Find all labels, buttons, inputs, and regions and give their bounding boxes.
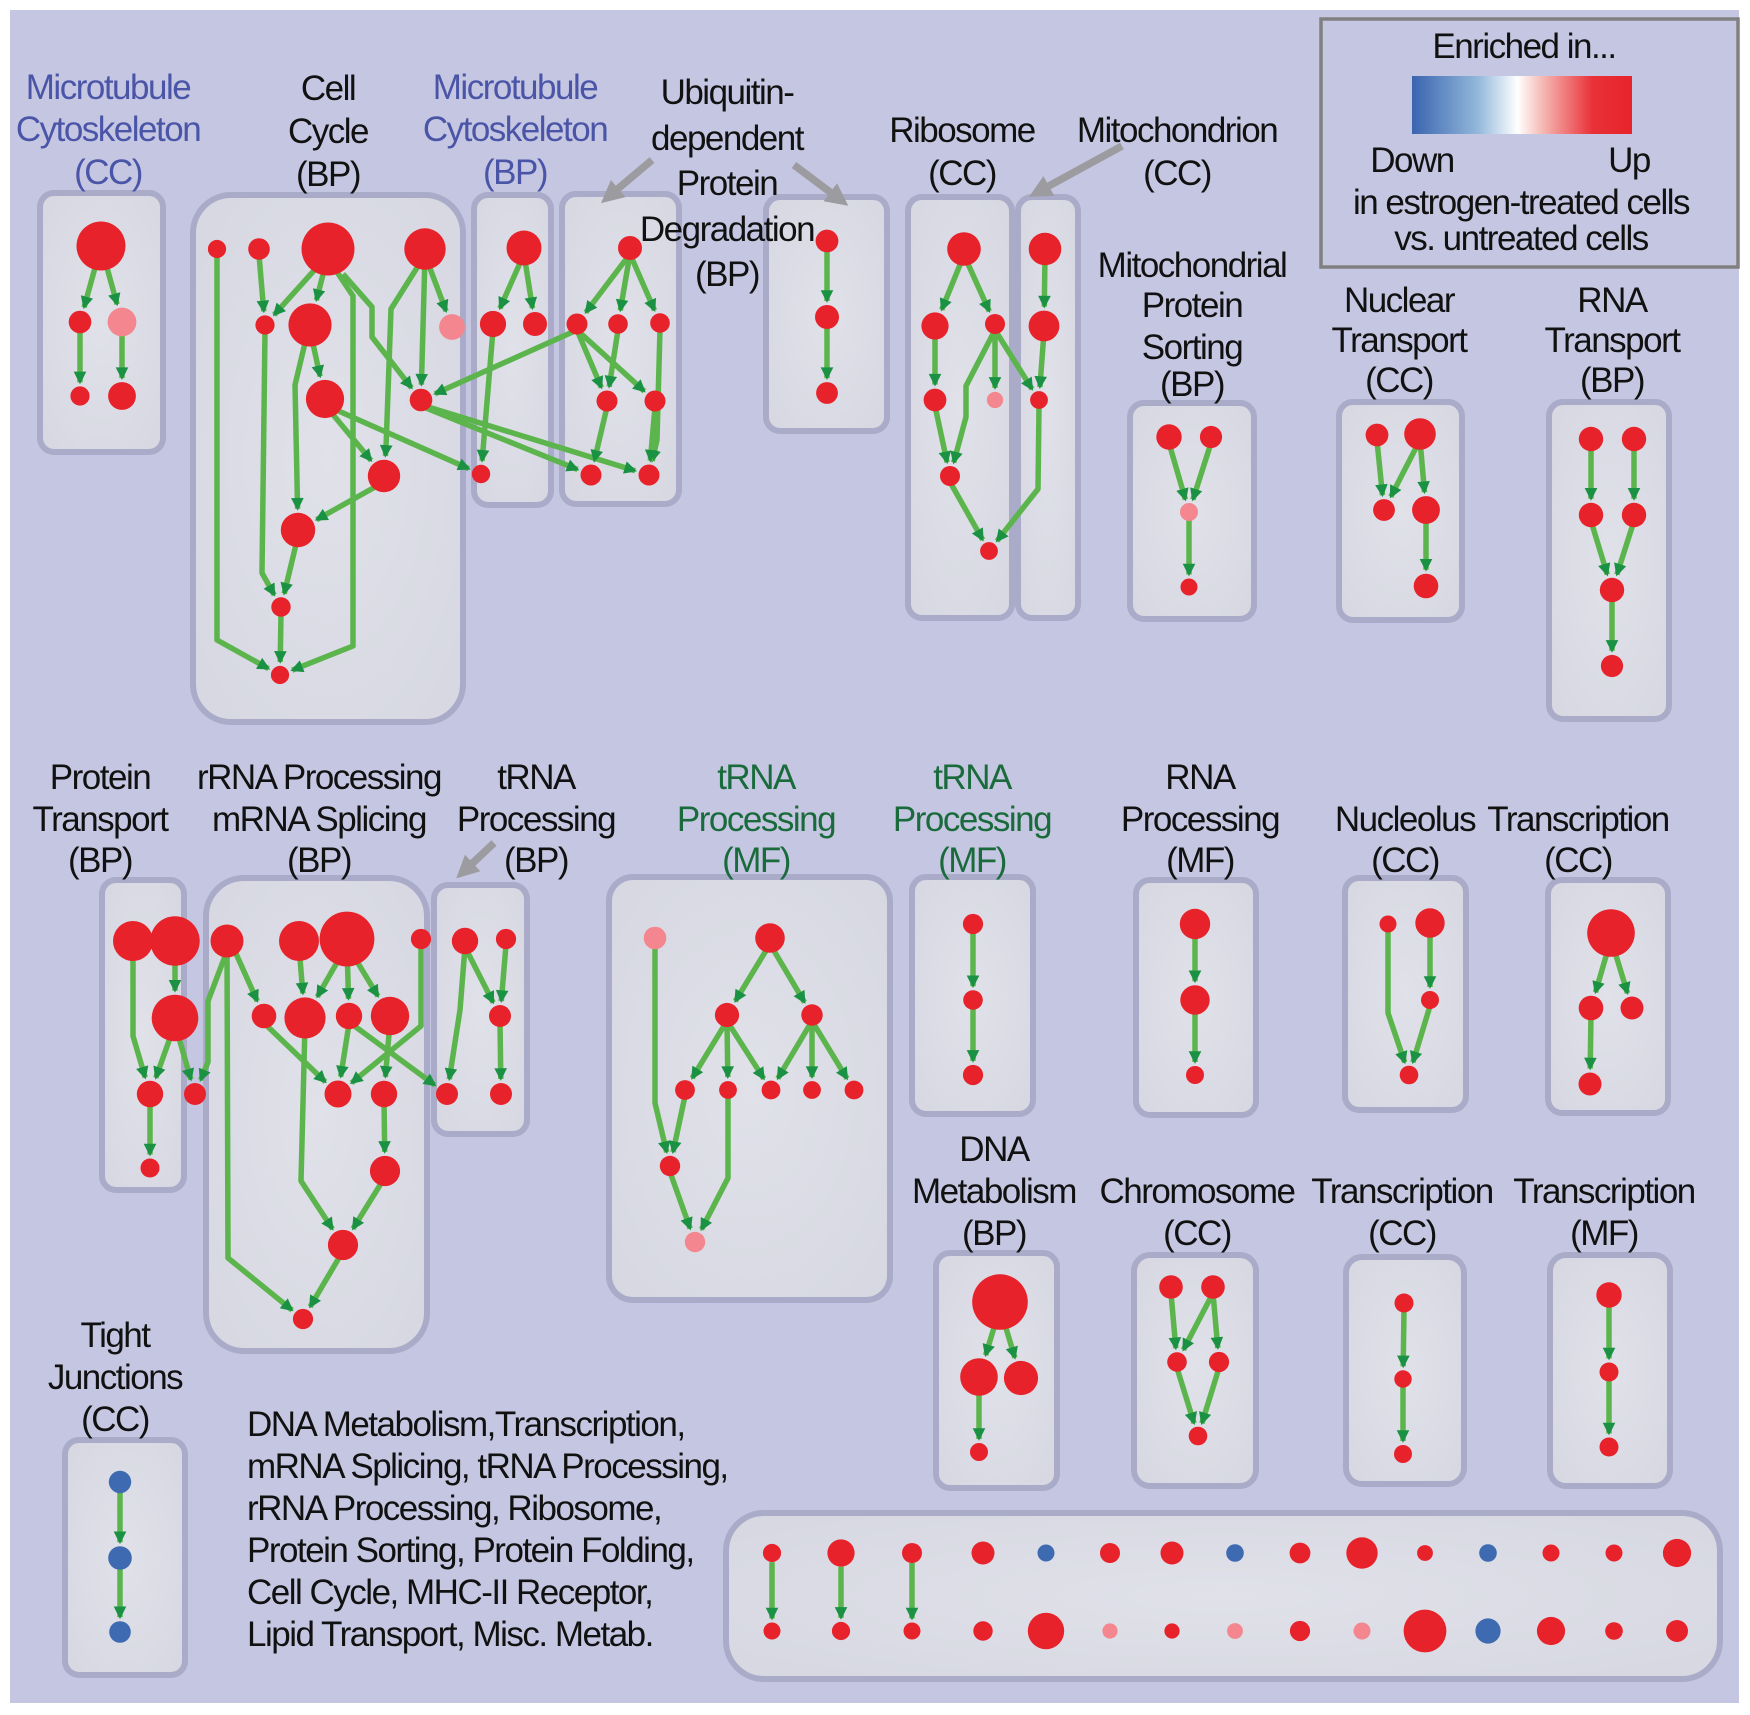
svg-text:rRNA Processing: rRNA Processing bbox=[197, 758, 441, 797]
svg-text:Mitochondrial: Mitochondrial bbox=[1098, 246, 1287, 285]
svg-text:(MF): (MF) bbox=[722, 841, 790, 880]
svg-text:Microtubule: Microtubule bbox=[433, 68, 597, 107]
svg-text:(BP): (BP) bbox=[504, 841, 568, 880]
svg-text:Processing: Processing bbox=[1121, 800, 1279, 839]
svg-text:vs. untreated cells: vs. untreated cells bbox=[1394, 219, 1649, 258]
svg-text:Protein Sorting, Protein Foldi: Protein Sorting, Protein Folding, bbox=[247, 1531, 694, 1570]
svg-text:Processing: Processing bbox=[677, 800, 835, 839]
svg-text:Processing: Processing bbox=[893, 800, 1051, 839]
svg-text:(CC): (CC) bbox=[1371, 841, 1439, 880]
svg-text:Down: Down bbox=[1370, 141, 1454, 180]
svg-text:Cell Cycle, MHC-II Receptor,: Cell Cycle, MHC-II Receptor, bbox=[247, 1573, 652, 1612]
svg-text:(CC): (CC) bbox=[1365, 361, 1433, 400]
svg-text:Protein: Protein bbox=[50, 758, 150, 797]
svg-text:RNA: RNA bbox=[1577, 281, 1649, 320]
svg-text:DNA Metabolism,Transcription,: DNA Metabolism,Transcription, bbox=[247, 1405, 685, 1444]
svg-text:Enriched in...: Enriched in... bbox=[1432, 27, 1615, 66]
svg-text:Tight: Tight bbox=[80, 1316, 151, 1355]
svg-text:Transport: Transport bbox=[33, 800, 170, 839]
svg-text:(BP): (BP) bbox=[483, 153, 547, 192]
svg-text:tRNA: tRNA bbox=[497, 758, 577, 797]
svg-text:tRNA: tRNA bbox=[933, 758, 1013, 797]
svg-text:(CC): (CC) bbox=[1368, 1214, 1436, 1253]
svg-text:(BP): (BP) bbox=[296, 155, 360, 194]
svg-text:Sorting: Sorting bbox=[1142, 328, 1242, 367]
svg-text:in estrogen-treated cells: in estrogen-treated cells bbox=[1353, 183, 1690, 222]
svg-text:(BP): (BP) bbox=[695, 255, 759, 294]
svg-text:(CC): (CC) bbox=[81, 1400, 149, 1439]
svg-text:Ubiquitin-: Ubiquitin- bbox=[661, 73, 795, 112]
svg-text:(MF): (MF) bbox=[938, 841, 1006, 880]
svg-text:(MF): (MF) bbox=[1570, 1214, 1638, 1253]
svg-text:(BP): (BP) bbox=[68, 841, 132, 880]
svg-text:Degradation: Degradation bbox=[640, 210, 814, 249]
svg-text:Junctions: Junctions bbox=[48, 1358, 183, 1397]
svg-text:Nuclear: Nuclear bbox=[1344, 281, 1456, 320]
svg-text:(BP): (BP) bbox=[287, 841, 351, 880]
svg-text:Cycle: Cycle bbox=[288, 112, 368, 151]
svg-text:Transcription: Transcription bbox=[1311, 1172, 1493, 1211]
svg-text:rRNA Processing, Ribosome,: rRNA Processing, Ribosome, bbox=[247, 1489, 661, 1528]
svg-text:Protein: Protein bbox=[1142, 286, 1242, 325]
svg-text:(BP): (BP) bbox=[1160, 365, 1224, 404]
svg-text:Transport: Transport bbox=[1332, 321, 1469, 360]
svg-text:mRNA Splicing: mRNA Splicing bbox=[212, 800, 426, 839]
svg-text:Mitochondrion: Mitochondrion bbox=[1077, 111, 1277, 150]
svg-text:tRNA: tRNA bbox=[717, 758, 797, 797]
svg-text:(BP): (BP) bbox=[1580, 361, 1644, 400]
svg-text:Transcription: Transcription bbox=[1513, 1172, 1695, 1211]
svg-text:Nucleolus: Nucleolus bbox=[1335, 800, 1476, 839]
svg-text:RNA: RNA bbox=[1165, 758, 1237, 797]
svg-text:(CC): (CC) bbox=[928, 154, 996, 193]
svg-text:Chromosome: Chromosome bbox=[1099, 1172, 1294, 1211]
svg-text:DNA: DNA bbox=[959, 1130, 1031, 1169]
svg-text:(MF): (MF) bbox=[1166, 841, 1234, 880]
svg-text:(CC): (CC) bbox=[1163, 1214, 1231, 1253]
svg-text:Lipid Transport, Misc. Metab.: Lipid Transport, Misc. Metab. bbox=[247, 1615, 653, 1654]
svg-text:Transport: Transport bbox=[1545, 321, 1682, 360]
svg-text:mRNA Splicing, tRNA Processing: mRNA Splicing, tRNA Processing, bbox=[247, 1447, 728, 1486]
svg-text:dependent: dependent bbox=[651, 119, 805, 158]
svg-text:Transcription: Transcription bbox=[1487, 800, 1669, 839]
svg-text:(CC): (CC) bbox=[1544, 841, 1612, 880]
svg-text:(CC): (CC) bbox=[1143, 154, 1211, 193]
svg-text:Microtubule: Microtubule bbox=[26, 68, 190, 107]
svg-text:Cytoskeleton: Cytoskeleton bbox=[16, 110, 200, 149]
svg-text:Cell: Cell bbox=[301, 69, 355, 108]
svg-text:Up: Up bbox=[1608, 141, 1650, 180]
svg-text:Metabolism: Metabolism bbox=[912, 1172, 1076, 1211]
svg-text:Protein: Protein bbox=[677, 164, 777, 203]
svg-text:Processing: Processing bbox=[457, 800, 615, 839]
svg-text:Ribosome: Ribosome bbox=[889, 111, 1035, 150]
svg-text:Cytoskeleton: Cytoskeleton bbox=[423, 110, 607, 149]
svg-text:(CC): (CC) bbox=[74, 153, 142, 192]
svg-text:(BP): (BP) bbox=[962, 1214, 1026, 1253]
